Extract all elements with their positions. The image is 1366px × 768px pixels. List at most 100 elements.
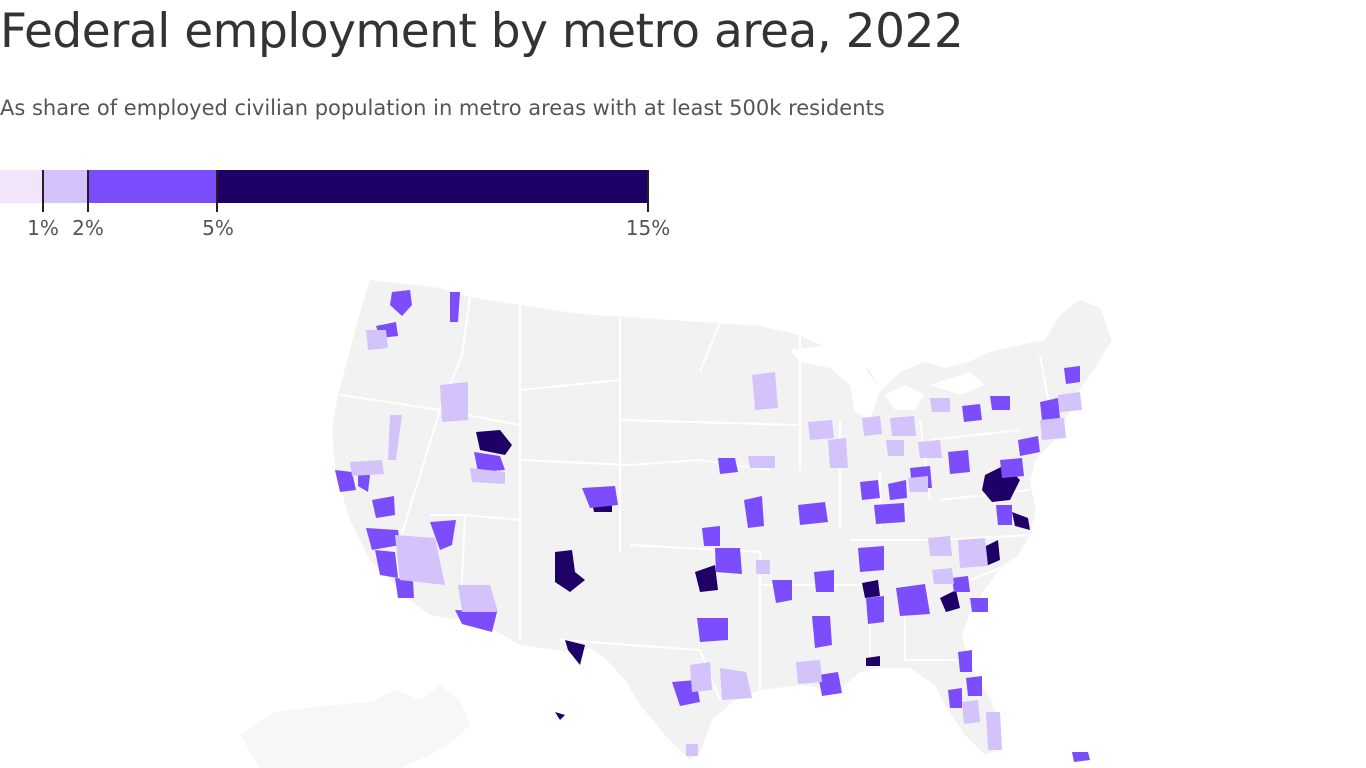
metro-mcallen bbox=[686, 744, 698, 756]
metro-new-york bbox=[1018, 436, 1040, 456]
metro-sacramento bbox=[358, 470, 370, 492]
legend-bin-5-to-15 bbox=[218, 170, 649, 203]
metro-tampa bbox=[948, 688, 962, 708]
legend-tick-2 bbox=[87, 170, 89, 212]
legend-label-2: 2% bbox=[72, 216, 104, 240]
page-subtitle: As share of employed civilian population… bbox=[0, 96, 885, 120]
metro-cincinnati bbox=[874, 503, 905, 524]
metro-dayton bbox=[860, 480, 880, 500]
metros-5-to-15 bbox=[476, 430, 1030, 720]
metro-baton-rouge bbox=[796, 660, 822, 684]
metro-pensacola bbox=[866, 656, 880, 666]
metro-new-orleans bbox=[818, 672, 842, 696]
metro-indianapolis bbox=[888, 480, 907, 500]
metro-knoxville bbox=[928, 536, 952, 556]
metro-tucson bbox=[455, 610, 497, 632]
metro-little-rock bbox=[756, 560, 770, 574]
metro-dallas bbox=[772, 580, 792, 603]
metro-buffalo bbox=[930, 398, 950, 412]
metro-cleveland bbox=[918, 440, 942, 458]
legend-tick-1 bbox=[42, 170, 44, 212]
legend-label-15: 15% bbox=[625, 216, 671, 240]
metro-san-diego bbox=[395, 578, 414, 598]
metro-orlando bbox=[958, 650, 972, 672]
metro-jacksonville bbox=[966, 676, 982, 696]
metro-fresno bbox=[372, 496, 395, 518]
metro-minneapolis bbox=[752, 372, 778, 410]
metro-omaha bbox=[718, 458, 738, 474]
legend-bin-2-to-5 bbox=[88, 170, 218, 203]
metro-atlanta bbox=[896, 584, 930, 616]
metro-san-francisco bbox=[335, 470, 356, 492]
metro-memphis bbox=[814, 570, 834, 592]
metro-syracuse bbox=[990, 396, 1010, 410]
metro-houston bbox=[690, 662, 712, 692]
legend-bin-below-1 bbox=[0, 170, 44, 203]
metro-harrisburg bbox=[948, 450, 970, 474]
legend-label-5: 5% bbox=[202, 216, 234, 240]
metro-virginia-beach bbox=[1012, 512, 1030, 530]
metro-lakeland bbox=[962, 700, 980, 724]
metro-birmingham bbox=[866, 596, 884, 624]
metro-eugene bbox=[366, 330, 388, 350]
metro-reno bbox=[388, 415, 402, 460]
metro-hartford bbox=[1040, 418, 1066, 440]
metro-grand-rapids bbox=[862, 416, 882, 436]
metro-spokane bbox=[450, 292, 460, 322]
metro-oklahoma-city bbox=[695, 565, 718, 592]
metro-stockton bbox=[350, 460, 384, 476]
metro-provo bbox=[470, 468, 505, 484]
metro-los-angeles bbox=[375, 550, 398, 578]
metro-ogden bbox=[476, 430, 512, 455]
metro-riverside bbox=[395, 535, 445, 585]
metro-las-vegas bbox=[430, 520, 456, 550]
metro-el-paso bbox=[565, 640, 585, 665]
alaska-shape bbox=[240, 685, 470, 768]
metro-bremerton bbox=[390, 290, 412, 316]
metro-charlotte bbox=[958, 538, 988, 568]
page-title: Federal employment by metro area, 2022 bbox=[0, 4, 964, 59]
metro-killeen bbox=[697, 618, 728, 642]
metro-columbia bbox=[952, 576, 970, 592]
metro-portland-me bbox=[1064, 366, 1080, 384]
metro-boise bbox=[440, 382, 468, 422]
metro-chicago bbox=[828, 438, 848, 468]
legend-bin-1-to-2 bbox=[44, 170, 88, 203]
metro-milwaukee bbox=[808, 420, 834, 440]
metro-richmond bbox=[996, 505, 1012, 525]
metro-st-louis bbox=[798, 502, 828, 525]
metro-nashville bbox=[858, 546, 884, 572]
metro-honolulu bbox=[555, 712, 565, 720]
metro-rochester bbox=[962, 404, 982, 422]
metro-greenville bbox=[932, 568, 954, 584]
metro-salt-lake-city bbox=[474, 452, 505, 472]
great-lakes bbox=[790, 345, 985, 420]
metro-des-moines bbox=[748, 456, 775, 468]
metro-charleston-sc bbox=[970, 598, 988, 612]
metro-phoenix bbox=[458, 585, 498, 612]
metro-miami bbox=[986, 712, 1002, 750]
metro-toledo bbox=[886, 440, 904, 456]
metros-1-to-2 bbox=[350, 330, 1082, 756]
metro-bakersfield bbox=[366, 528, 400, 550]
metro-augusta bbox=[940, 590, 960, 612]
metro-philadelphia bbox=[1000, 458, 1024, 478]
legend-tick-5 bbox=[216, 170, 218, 212]
metro-albuquerque bbox=[555, 550, 585, 592]
metro-huntsville bbox=[862, 580, 880, 598]
legend-label-1: 1% bbox=[27, 216, 59, 240]
metro-louisville bbox=[908, 476, 928, 492]
metro-kansas-city bbox=[744, 496, 764, 528]
metro-shreveport bbox=[812, 616, 832, 648]
metro-denver bbox=[582, 486, 618, 508]
metro-austin bbox=[720, 668, 752, 700]
color-legend: 1% 2% 5% 15% bbox=[0, 170, 680, 245]
metro-boston bbox=[1058, 392, 1082, 412]
metro-tulsa bbox=[702, 526, 720, 546]
legend-tick-15 bbox=[647, 170, 649, 212]
metro-lawton-wichita bbox=[715, 548, 742, 574]
metro-albany bbox=[1040, 398, 1060, 420]
metro-detroit bbox=[890, 416, 916, 436]
metro-key-west bbox=[1072, 752, 1090, 762]
